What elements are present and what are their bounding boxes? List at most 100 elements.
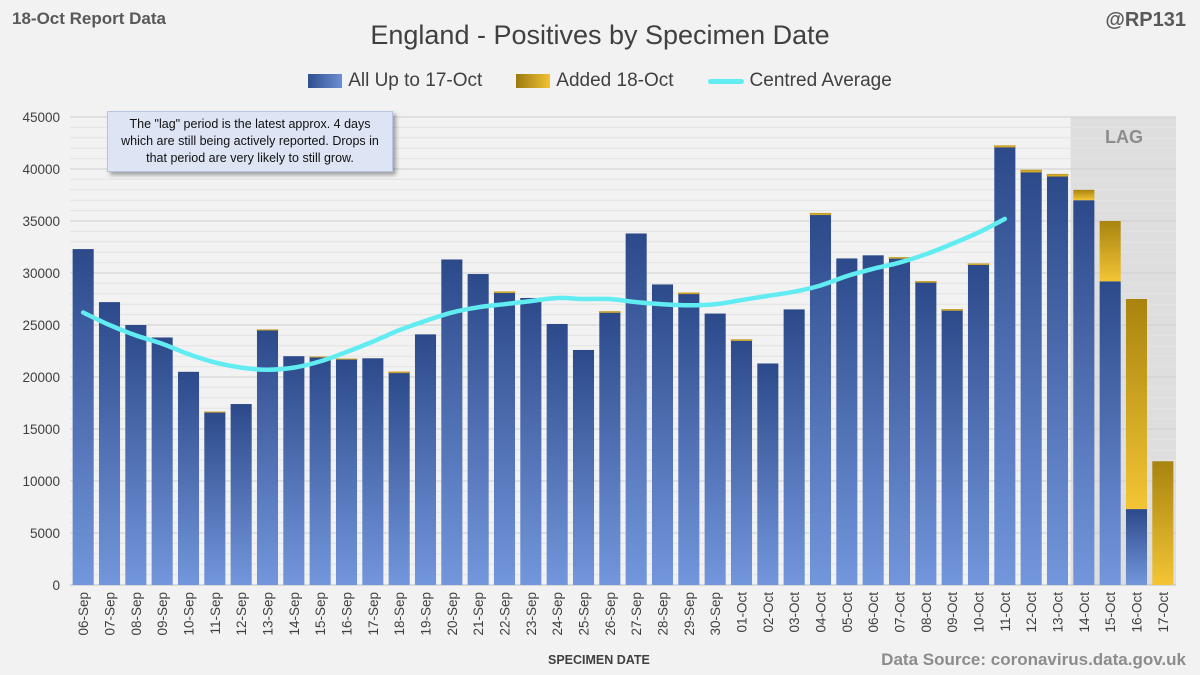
bar-all-up-to — [704, 313, 726, 585]
y-tick-label: 25000 — [22, 318, 60, 333]
x-tick-label: 11-Oct — [998, 592, 1013, 632]
bar-all-up-to — [572, 349, 595, 585]
x-tick-label: 26-Sep — [603, 592, 618, 636]
centred-average-line — [80, 216, 1008, 372]
legend-swatch-line — [707, 78, 744, 84]
bar-all-up-to — [546, 323, 568, 585]
bar-all-up-to — [862, 255, 884, 585]
x-tick-label: 08-Sep — [129, 592, 144, 636]
y-tick-label: 20000 — [22, 370, 60, 385]
bar-all-up-to — [651, 284, 674, 585]
bar-all-up-to — [98, 302, 121, 585]
x-tick-label: 24-Sep — [550, 592, 565, 636]
legend-item-added: Added 18-Oct — [516, 70, 674, 92]
bar-all-up-to — [1073, 200, 1095, 585]
bar-all-up-to — [599, 312, 621, 585]
bar-added — [993, 145, 1016, 148]
x-tick-label: 21-Sep — [471, 592, 486, 636]
legend-swatch-blue — [308, 74, 343, 88]
x-tick-label: 25-Sep — [577, 592, 592, 636]
x-tick-label: 22-Sep — [498, 592, 513, 636]
y-tick-label: 10000 — [22, 474, 60, 489]
y-tick-label: 5000 — [30, 526, 60, 541]
x-tick-label: 07-Sep — [103, 592, 118, 636]
bar-added — [1020, 169, 1043, 173]
x-tick-label: 19-Sep — [419, 592, 434, 636]
bar-added — [1152, 461, 1174, 585]
x-tick-label: 27-Sep — [629, 592, 644, 636]
bar-all-up-to — [230, 404, 252, 585]
bar-all-up-to — [335, 359, 358, 585]
lag-annotation: The "lag" period is the latest approx. 4… — [107, 111, 393, 172]
y-tick-label: 0 — [52, 578, 60, 593]
bar-added — [1073, 189, 1095, 201]
bar-added — [493, 291, 516, 294]
chart-legend: All Up to 17-Oct Added 18-Oct Centred Av… — [0, 70, 1200, 92]
bar-added — [941, 309, 964, 311]
bar-added — [1099, 221, 1121, 282]
x-tick-label: 06-Oct — [866, 592, 881, 633]
x-tick-label: 06-Sep — [76, 592, 91, 636]
x-tick-label: 16-Sep — [340, 592, 355, 636]
legend-label: Centred Average — [749, 70, 892, 91]
y-tick-label: 35000 — [22, 214, 60, 229]
bar-added — [730, 339, 753, 341]
bar-all-up-to — [72, 249, 94, 585]
bar-all-up-to — [888, 258, 911, 585]
bar-all-up-to — [836, 258, 858, 585]
y-tick-label: 15000 — [22, 422, 60, 437]
bar-all-up-to — [125, 325, 147, 585]
x-tick-label: 04-Oct — [814, 592, 829, 633]
x-tick-label: 15-Oct — [1103, 592, 1118, 633]
x-tick-label: 03-Oct — [787, 592, 802, 633]
bar-all-up-to — [520, 297, 542, 585]
bar-all-up-to — [967, 264, 990, 585]
x-tick-label: 10-Oct — [972, 592, 987, 633]
bar-all-up-to — [493, 292, 516, 585]
bar-added — [598, 311, 621, 313]
bar-all-up-to — [678, 293, 700, 585]
bar-all-up-to — [388, 372, 410, 585]
bar-all-up-to — [625, 233, 647, 586]
x-tick-label: 16-Oct — [1130, 592, 1145, 633]
bar-all-up-to — [441, 259, 463, 585]
x-tick-label: 18-Sep — [392, 592, 407, 636]
x-tick-label: 13-Sep — [261, 592, 276, 636]
bar-all-up-to — [757, 363, 779, 585]
x-tick-label: 30-Sep — [708, 592, 723, 636]
x-tick-label: 14-Oct — [1077, 592, 1092, 633]
bar-all-up-to — [414, 334, 437, 585]
x-tick-label: 14-Sep — [287, 592, 302, 636]
bar-added — [677, 292, 700, 295]
bar-all-up-to — [994, 147, 1016, 585]
bar-all-up-to — [256, 330, 279, 585]
bar-all-up-to — [1020, 172, 1042, 585]
x-tick-label: 23-Sep — [524, 592, 539, 636]
legend-item-centred-average: Centred Average — [707, 70, 892, 92]
x-tick-label: 12-Sep — [234, 592, 249, 636]
bar-all-up-to — [1099, 281, 1121, 585]
x-tick-label: 13-Oct — [1051, 592, 1066, 633]
x-tick-label: 17-Oct — [1156, 592, 1171, 633]
x-tick-label: 07-Oct — [893, 592, 908, 633]
bar-all-up-to — [283, 356, 305, 585]
x-tick-label: 01-Oct — [735, 592, 750, 633]
data-source: Data Source: coronavirus.data.gov.uk — [881, 650, 1186, 669]
bar-all-up-to — [730, 340, 753, 585]
x-axis-title: SPECIMEN DATE — [548, 653, 650, 667]
bar-added — [1046, 173, 1069, 177]
bar-added — [204, 411, 226, 413]
author-handle: @RP131 — [1105, 9, 1186, 31]
y-tick-label: 30000 — [22, 266, 60, 281]
bar-all-up-to — [1125, 509, 1148, 585]
bar-added — [256, 329, 279, 331]
x-tick-label: 12-Oct — [1024, 592, 1039, 633]
bar-all-up-to — [915, 282, 937, 585]
bar-all-up-to — [1046, 176, 1069, 585]
x-tick-label: 10-Sep — [182, 592, 197, 636]
x-tick-label: 02-Oct — [761, 592, 776, 633]
bar-all-up-to — [151, 337, 173, 585]
y-tick-label: 45000 — [22, 110, 60, 125]
bar-all-up-to — [309, 357, 331, 585]
